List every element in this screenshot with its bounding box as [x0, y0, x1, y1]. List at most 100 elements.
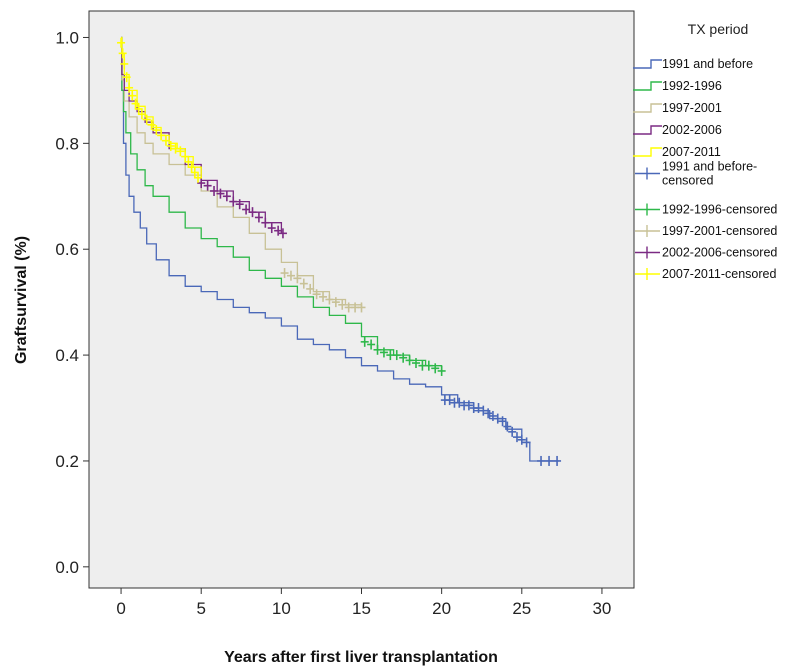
- censor-mark: [445, 395, 454, 406]
- censor-mark: [319, 291, 328, 302]
- y-tick-label: 0.4: [55, 346, 79, 365]
- censor-mark: [120, 58, 129, 69]
- censor-mark: [278, 228, 287, 239]
- legend-swatch: [633, 59, 662, 69]
- legend-swatch: [633, 103, 662, 113]
- censor-mark: [248, 207, 257, 218]
- censor-mark: [157, 130, 166, 141]
- x-tick-label: 20: [432, 599, 451, 618]
- censor-mark: [360, 336, 369, 347]
- censor-mark: [274, 225, 283, 236]
- legend-item: 1992-1996-censored: [635, 203, 777, 217]
- censor-mark: [118, 48, 127, 59]
- censor-mark: [128, 90, 137, 101]
- legend-item: 2002-2006: [633, 123, 722, 137]
- legend-item: 1991 and before-censored: [635, 160, 757, 188]
- x-tick-label: 30: [592, 599, 611, 618]
- censor-mark: [479, 405, 488, 416]
- legend-item: 1997-2001: [633, 101, 722, 115]
- legend-label: 2002-2006: [662, 123, 722, 137]
- legend-label: 1997-2001: [662, 101, 722, 115]
- legend-swatch: [633, 147, 662, 157]
- legend-label: 1997-2001-censored: [662, 224, 777, 238]
- censor-mark: [437, 365, 446, 376]
- censor-mark: [242, 204, 251, 215]
- legend-label: 1992-1996: [662, 79, 722, 93]
- censor-mark: [331, 297, 340, 308]
- x-tick-label: 25: [512, 599, 531, 618]
- censor-mark: [286, 270, 295, 281]
- censor-mark: [338, 299, 347, 310]
- censor-mark: [147, 119, 156, 130]
- censor-mark: [176, 146, 185, 157]
- censor-mark: [187, 162, 196, 173]
- censor-mark: [367, 339, 376, 350]
- censor-mark: [261, 217, 270, 228]
- y-axis-label: Graftsurvival (%): [13, 236, 30, 364]
- censor-mark: [512, 432, 521, 443]
- censor-mark: [161, 135, 170, 146]
- legend: TX period 1991 and before 1992-1996 1997-20…: [633, 21, 777, 281]
- y-tick-label: 1.0: [55, 28, 79, 47]
- censor-mark: [131, 98, 140, 109]
- legend-item: 2007-2011-censored: [635, 267, 776, 281]
- censor-mark: [357, 302, 366, 313]
- legend-item: 2007-2011: [633, 145, 721, 159]
- legend-item: 1991 and before: [633, 57, 753, 71]
- legend-swatch: [633, 81, 662, 91]
- censor-mark: [405, 355, 414, 366]
- censor-mark: [503, 421, 512, 432]
- curves: [117, 36, 562, 466]
- censor-mark: [424, 360, 433, 371]
- censor-mark: [254, 212, 263, 223]
- censor-mark: [216, 188, 225, 199]
- legend-item: 2002-2006-censored: [635, 246, 777, 260]
- plot-area: [88, 10, 635, 589]
- censor-mark: [553, 455, 562, 466]
- legend-label: 1991 and before-censored: [662, 160, 757, 188]
- censor-mark: [517, 434, 526, 445]
- censor-mark: [125, 82, 134, 93]
- legend-label: 2007-2011: [662, 145, 721, 159]
- x-tick-label: 15: [352, 599, 371, 618]
- x-tick-label: 0: [116, 599, 125, 618]
- censor-mark: [229, 196, 238, 207]
- censor-mark: [171, 143, 180, 154]
- axes: 0 5 10 15 20 25 30 0.0 0.2 0.4 0.6 0.8 1.0: [55, 28, 611, 618]
- censor-mark: [194, 172, 202, 183]
- censor-mark: [293, 273, 302, 284]
- y-tick-label: 0.2: [55, 452, 79, 471]
- censor-mark: [488, 410, 497, 421]
- legend-item: 1997-2001-censored: [635, 224, 777, 238]
- censor-mark: [537, 455, 546, 466]
- x-tick-label: 10: [272, 599, 291, 618]
- legend-label: 1992-1996-censored: [662, 203, 777, 217]
- legend-swatch: [633, 125, 662, 135]
- y-tick-label: 0.6: [55, 240, 79, 259]
- legend-title: TX period: [688, 21, 749, 37]
- censor-mark: [498, 416, 507, 427]
- censor-mark: [181, 151, 190, 162]
- censor-mark: [166, 140, 175, 151]
- x-tick-label: 5: [196, 599, 205, 618]
- censor-mark: [412, 358, 420, 369]
- censor-mark: [464, 400, 473, 411]
- censor-mark: [184, 156, 193, 167]
- censor-mark: [306, 283, 315, 294]
- y-tick-label: 0.0: [55, 558, 79, 577]
- censor-mark: [222, 191, 231, 202]
- censor-mark: [373, 344, 382, 355]
- censor-mark: [493, 413, 502, 424]
- censor-mark: [142, 114, 151, 125]
- censor-mark: [545, 455, 554, 466]
- censor-mark: [399, 352, 408, 363]
- censor-mark: [117, 37, 126, 48]
- legend-label: 2002-2006-censored: [662, 246, 777, 260]
- censor-mark: [235, 199, 244, 210]
- censor-mark: [392, 350, 401, 361]
- legend-label: 1991 and before: [662, 57, 753, 71]
- x-axis-label: Years after first liver transplantation: [224, 649, 498, 666]
- censor-mark: [379, 347, 388, 358]
- censor-mark: [197, 178, 206, 189]
